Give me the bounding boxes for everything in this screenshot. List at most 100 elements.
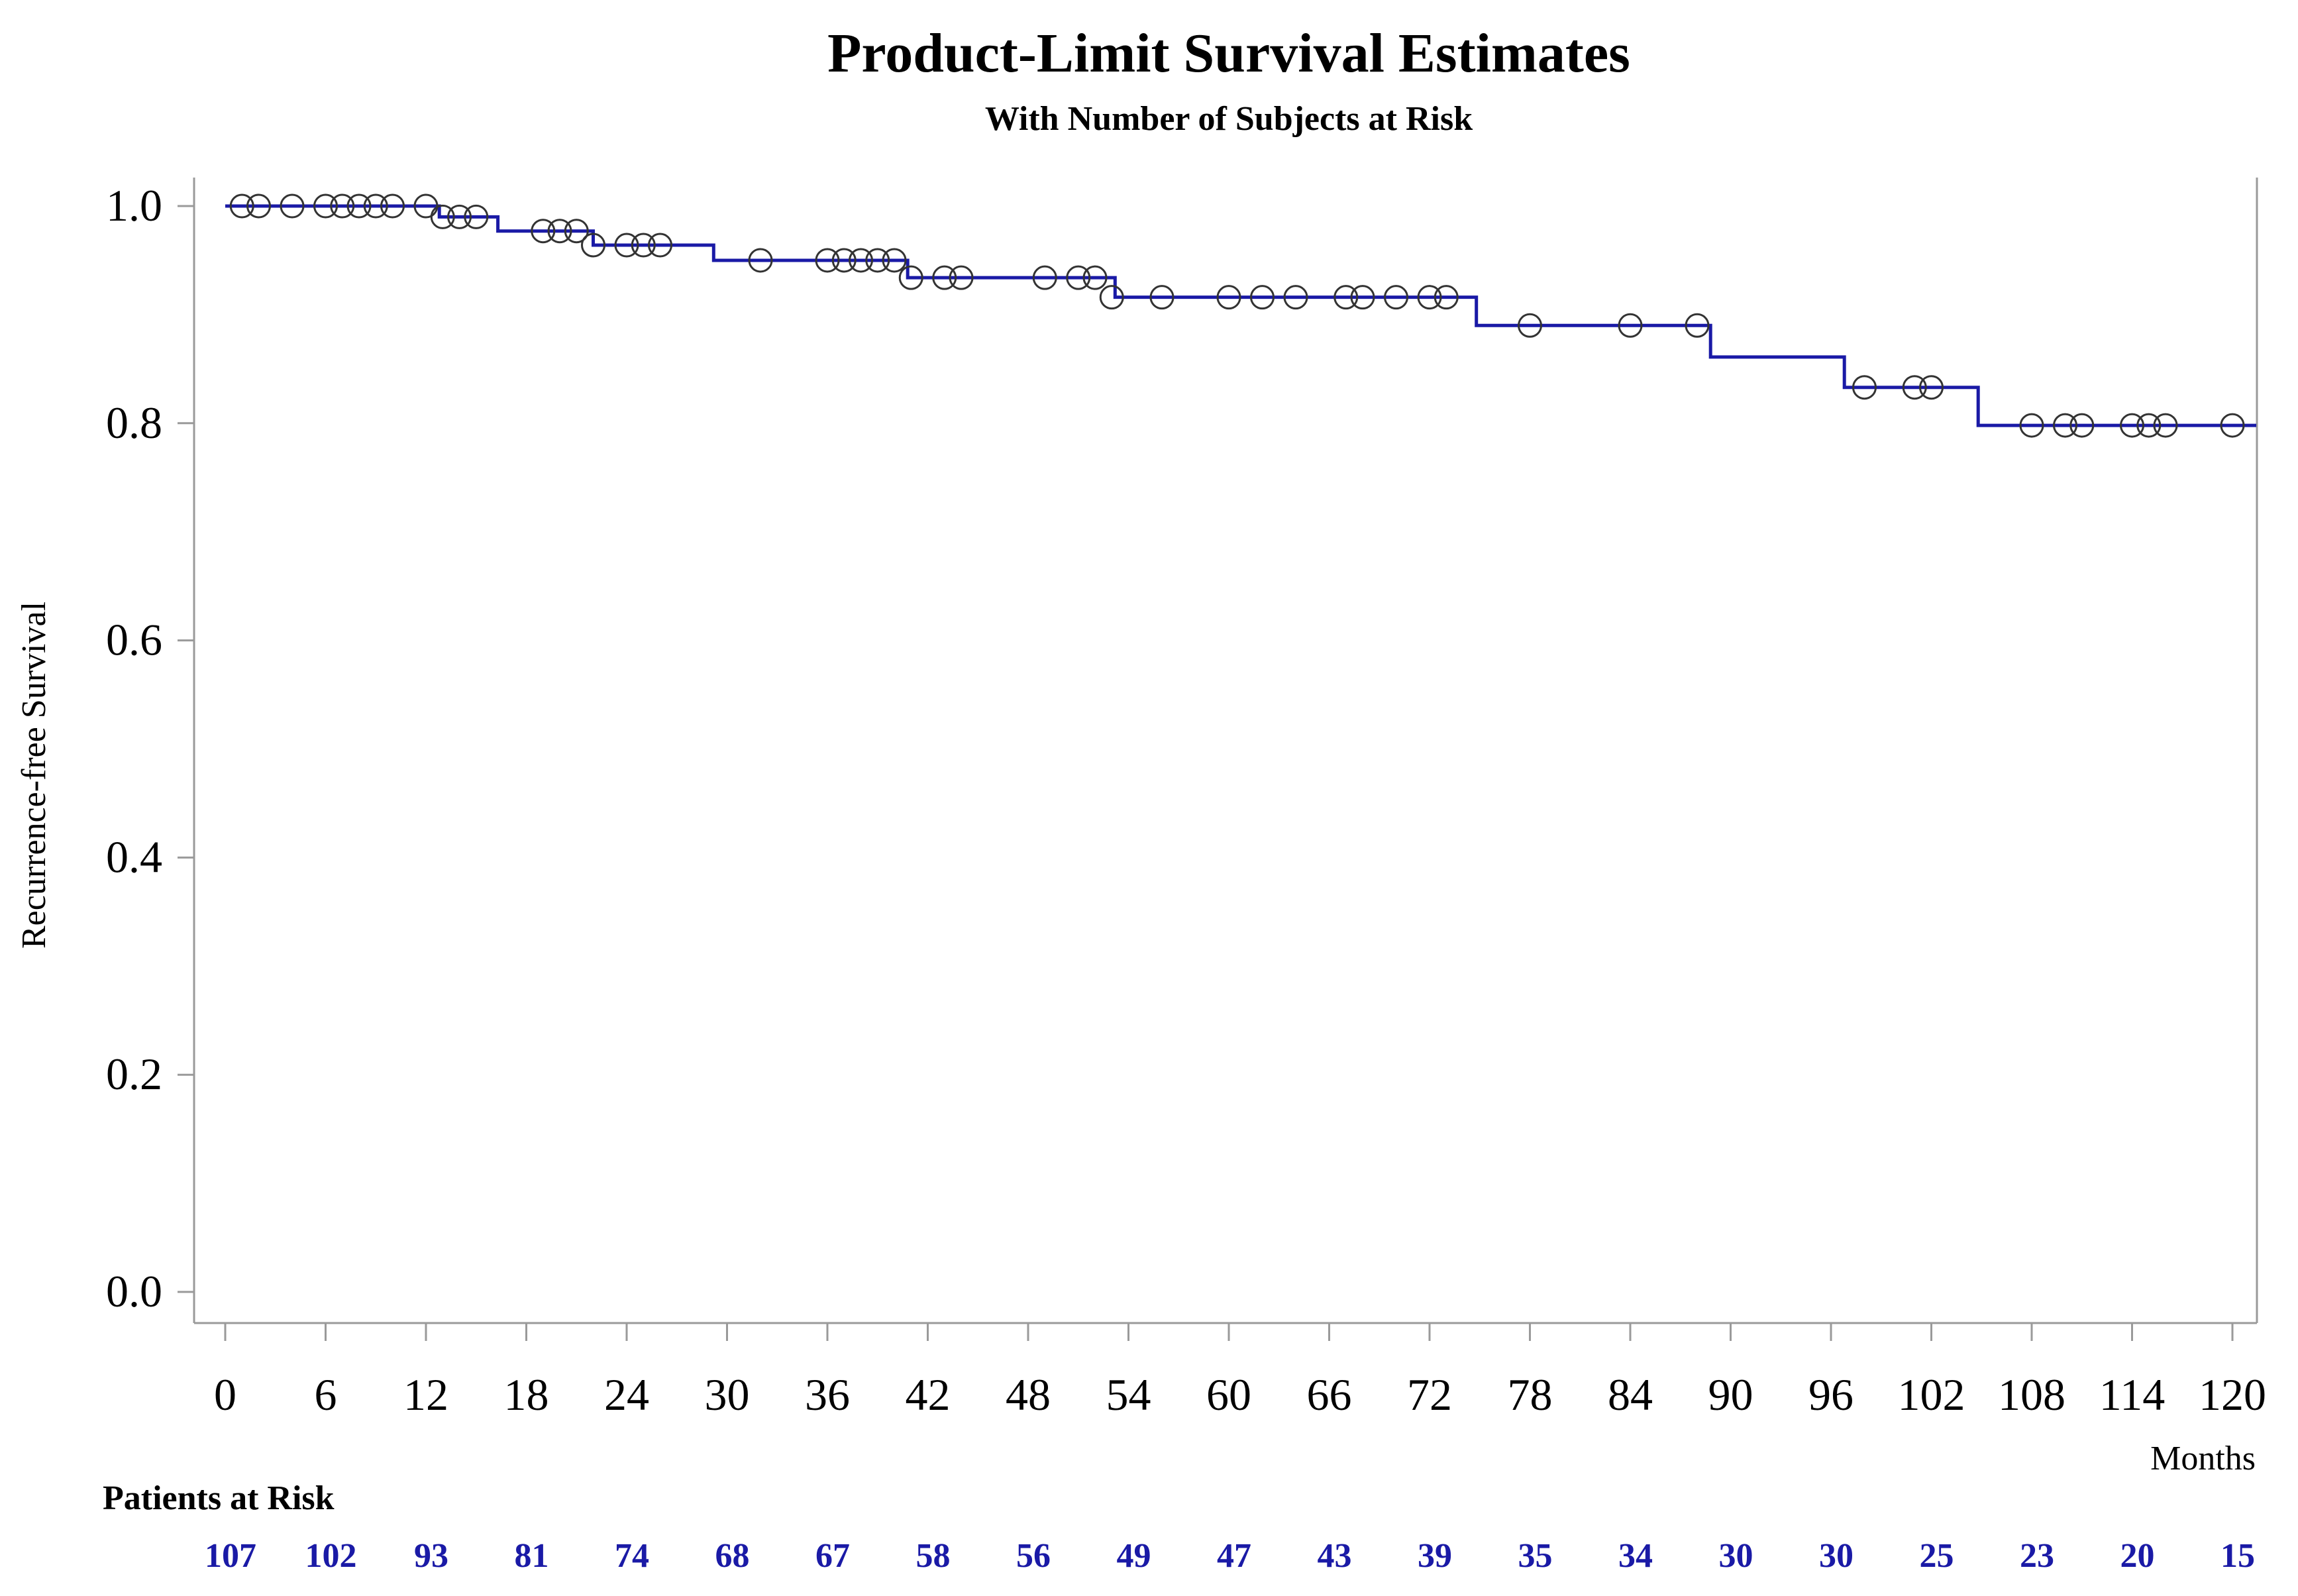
censor-mark — [2069, 413, 2095, 438]
risk-count: 81 — [515, 1537, 549, 1575]
censor-mark — [865, 248, 890, 273]
risk-count: 20 — [2120, 1537, 2155, 1575]
censor-mark — [464, 204, 489, 229]
risk-count: 30 — [1719, 1537, 1753, 1575]
y-tick-label: 1.0 — [106, 180, 162, 231]
survival-curve — [225, 204, 2256, 427]
x-tick-label: 6 — [315, 1369, 337, 1420]
censor-mark — [581, 233, 605, 258]
risk-count: 15 — [2220, 1537, 2255, 1575]
x-tick-label: 102 — [1898, 1369, 1965, 1420]
censor-mark — [648, 233, 672, 258]
risk-count: 30 — [1819, 1537, 1854, 1575]
censor-mark — [547, 219, 572, 244]
risk-count: 43 — [1318, 1537, 1352, 1575]
censor-mark — [229, 193, 254, 219]
chart-title: Product-Limit Survival Estimates — [827, 23, 1630, 84]
x-tick-label: 90 — [1708, 1369, 1753, 1420]
x-tick-label: 48 — [1006, 1369, 1051, 1420]
censor-mark — [1250, 285, 1275, 310]
censor-mark — [1919, 375, 1944, 400]
censor-mark — [1333, 285, 1359, 310]
y-tick-label: 0.8 — [106, 398, 162, 448]
censor-mark — [898, 265, 923, 290]
censor-mark — [2153, 413, 2178, 438]
risk-count: 25 — [1920, 1537, 1954, 1575]
censor-mark — [1852, 375, 1877, 400]
x-tick-label: 12 — [403, 1369, 448, 1420]
censor-mark — [1384, 285, 1408, 310]
censor-mark — [564, 219, 589, 244]
risk-count: 39 — [1418, 1537, 1452, 1575]
censor-mark — [1518, 313, 1542, 338]
x-tick-label: 54 — [1106, 1369, 1151, 1420]
censor-mark — [614, 233, 639, 258]
censor-mark — [849, 248, 873, 273]
censor-mark — [815, 248, 840, 273]
censor-mark — [1149, 285, 1175, 310]
censor-mark — [346, 193, 372, 219]
chart-subtitle: With Number of Subjects at Risk — [985, 100, 1473, 138]
x-tick-label: 36 — [805, 1369, 850, 1420]
censor-mark — [2136, 413, 2162, 438]
x-tick-label: 60 — [1206, 1369, 1251, 1420]
censor-mark — [1417, 285, 1442, 310]
y-axis-ticks: 0.0 0.2 0.4 0.6 0.8 1.0 — [106, 180, 194, 1316]
x-tick-label: 114 — [2099, 1369, 2165, 1420]
censor-mark — [1618, 313, 1643, 338]
censor-mark — [1283, 285, 1308, 310]
risk-count: 102 — [305, 1537, 357, 1575]
x-tick-label: 0 — [214, 1369, 236, 1420]
censor-mark — [1099, 285, 1124, 310]
y-tick-label: 0.6 — [106, 615, 162, 665]
risk-count: 68 — [715, 1537, 750, 1575]
risk-count: 47 — [1217, 1537, 1251, 1575]
x-tick-label: 18 — [504, 1369, 549, 1420]
censor-mark — [430, 204, 455, 229]
censor-mark — [246, 193, 271, 219]
censor-mark — [949, 265, 974, 290]
censor-mark — [1434, 285, 1459, 310]
x-tick-label: 120 — [2199, 1369, 2266, 1420]
risk-count: 58 — [916, 1537, 951, 1575]
censor-mark — [831, 248, 857, 273]
censor-mark — [1685, 313, 1710, 338]
x-tick-label: 108 — [1998, 1369, 2065, 1420]
x-tick-label: 24 — [604, 1369, 649, 1420]
censor-mark — [1082, 265, 1108, 290]
y-tick-label: 0.2 — [106, 1049, 162, 1099]
x-tick-label: 96 — [1808, 1369, 1854, 1420]
censor-mark — [313, 193, 338, 219]
risk-count: 34 — [1618, 1537, 1653, 1575]
x-axis-label: Months — [2150, 1440, 2256, 1477]
risk-count: 93 — [414, 1537, 448, 1575]
censor-mark — [330, 193, 355, 219]
y-tick-label: 0.4 — [106, 831, 162, 882]
x-tick-label: 42 — [906, 1369, 951, 1420]
censor-mark — [2019, 413, 2044, 438]
censor-mark — [2120, 413, 2144, 438]
censor-mark — [1066, 265, 1091, 290]
risk-count: 49 — [1117, 1537, 1151, 1575]
risk-count: 67 — [815, 1537, 850, 1575]
x-axis-ticks: 0 6 12 18 24 30 36 42 48 54 60 66 72 78 84 90 96 102 108 11… — [214, 1323, 2266, 1420]
censor-mark — [1902, 375, 1927, 400]
censor-mark — [2220, 413, 2245, 438]
censor-mark — [363, 193, 388, 219]
risk-table-title: Patients at Risk — [103, 1479, 335, 1517]
censor-mark — [932, 265, 957, 290]
censor-mark — [748, 248, 773, 273]
x-tick-label: 78 — [1508, 1369, 1553, 1420]
censor-mark — [2053, 413, 2077, 438]
censor-mark — [531, 219, 556, 244]
risk-count: 107 — [205, 1537, 256, 1575]
y-axis-label: Recurrence-free Survival — [15, 602, 53, 949]
risk-table-counts: 107 102 93 81 74 68 67 58 56 49 47 43 39 35 34 30 30 25 23… — [205, 1537, 2255, 1575]
censor-mark — [1350, 285, 1375, 310]
x-tick-label: 84 — [1608, 1369, 1653, 1420]
censor-marks — [229, 193, 2245, 438]
censor-mark — [280, 193, 305, 219]
censor-mark — [447, 204, 472, 229]
x-tick-label: 72 — [1407, 1369, 1452, 1420]
